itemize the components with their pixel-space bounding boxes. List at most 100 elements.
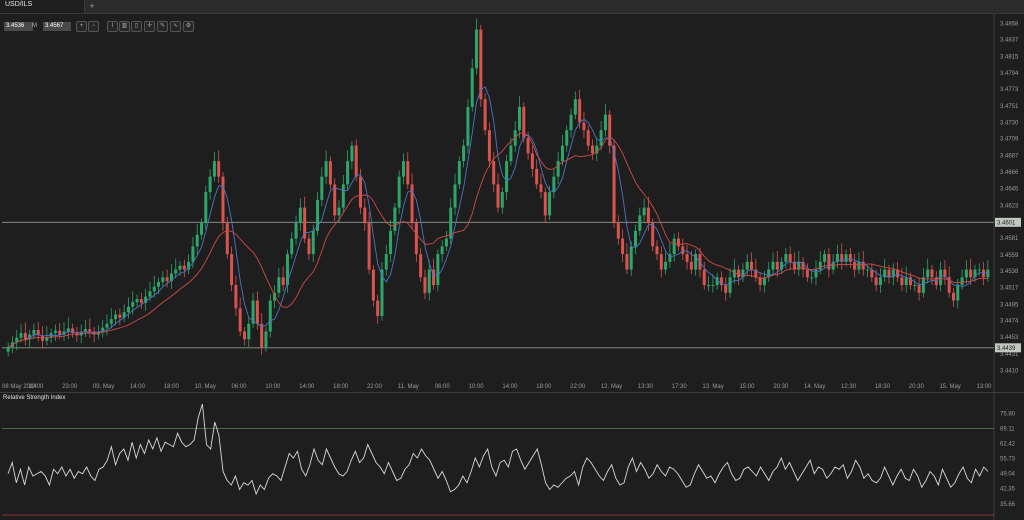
candle-body xyxy=(88,329,92,332)
time-tick-label: 15:00 xyxy=(739,384,755,390)
candle-body xyxy=(629,246,633,270)
candle-body xyxy=(792,261,796,270)
candle-body xyxy=(208,176,212,193)
candle-body xyxy=(363,207,367,224)
candle-body xyxy=(277,277,281,293)
candle-body xyxy=(913,285,917,287)
bar-chart-icon[interactable]: ▥ xyxy=(119,21,130,32)
candle-body xyxy=(552,176,556,193)
line-chart-icon[interactable]: ⌇ xyxy=(107,21,118,32)
candle-body xyxy=(934,277,938,286)
candle-body xyxy=(496,184,500,208)
candle-body xyxy=(732,269,736,278)
rsi-tick-label: 42.35 xyxy=(1000,487,1016,493)
settings-icon[interactable]: ⚙ xyxy=(183,21,194,32)
candle-body xyxy=(745,261,749,270)
candle-body xyxy=(672,238,676,255)
time-tick-label: 08 May 2014 xyxy=(2,384,37,390)
candle-body xyxy=(878,277,882,286)
candle-body xyxy=(414,223,418,255)
candle-body xyxy=(805,269,809,278)
candle-body xyxy=(719,277,723,286)
candle-body xyxy=(380,269,384,317)
candle-body xyxy=(638,215,642,231)
candle-body xyxy=(281,277,285,286)
time-tick-label: 22:00 xyxy=(570,384,586,390)
candle-body xyxy=(767,269,771,278)
candle-body xyxy=(475,29,479,69)
time-tick-label: 18:00 xyxy=(333,384,349,390)
candle-body xyxy=(346,161,350,185)
candle-body xyxy=(891,269,895,278)
candle-body xyxy=(401,161,405,177)
candle-chart-icon[interactable]: ▯ xyxy=(131,21,142,32)
rsi-tick-label: 62.42 xyxy=(1000,442,1016,448)
price-tick-label: 3.4623 xyxy=(1000,203,1019,209)
price-tick-label: 3.4709 xyxy=(1000,137,1019,143)
candle-body xyxy=(539,184,543,193)
indicator-icon[interactable]: ∿ xyxy=(170,21,181,32)
candle-body xyxy=(466,106,470,146)
candle-body xyxy=(659,254,663,270)
candle-body xyxy=(303,207,307,239)
candle-body xyxy=(440,246,444,255)
candle-body xyxy=(393,207,397,231)
price-level-tag xyxy=(995,343,1021,353)
candle-body xyxy=(960,277,964,286)
tab-usdils[interactable]: USD/ILS xyxy=(0,0,85,13)
candle-body xyxy=(457,161,461,185)
candle-body xyxy=(526,137,530,154)
candle-body xyxy=(754,269,758,278)
candle-body xyxy=(212,161,216,177)
candle-body xyxy=(964,269,968,278)
candle-body xyxy=(290,238,294,255)
add-tab-button[interactable]: + xyxy=(89,1,95,11)
time-tick-label: 18:00 xyxy=(164,384,180,390)
candle-body xyxy=(294,223,298,239)
candle-body xyxy=(874,277,878,286)
price-level-tag-label: 3.4601 xyxy=(997,220,1016,226)
candle-body xyxy=(152,286,156,292)
candle-body xyxy=(569,114,573,131)
candle-body xyxy=(230,254,234,286)
tab-bar: USD/ILS + xyxy=(0,0,1024,14)
candle-body xyxy=(307,238,311,255)
tab-label: USD/ILS xyxy=(5,1,33,8)
candle-body xyxy=(728,277,732,293)
time-tick-label: 13:00 xyxy=(976,384,992,390)
candle-body xyxy=(23,333,27,340)
candle-body xyxy=(423,277,427,293)
rsi-tick-label: 75.80 xyxy=(1000,411,1016,417)
candle-body xyxy=(840,254,844,262)
candle-body xyxy=(861,261,865,270)
candle-body xyxy=(784,254,788,262)
candle-body xyxy=(36,329,40,336)
candle-body xyxy=(982,269,986,278)
candle-body xyxy=(573,99,577,115)
candle-body xyxy=(174,269,178,274)
candle-body xyxy=(797,261,801,270)
candle-body xyxy=(118,314,122,318)
crosshair-icon[interactable]: ✛ xyxy=(144,21,155,32)
candle-body xyxy=(505,161,509,193)
price-tick-label: 3.4687 xyxy=(1000,154,1019,160)
candle-body xyxy=(135,299,139,303)
time-tick-label: 12. May xyxy=(601,384,622,390)
zoom-in-icon[interactable]: + xyxy=(76,21,87,32)
time-tick-label: 20:30 xyxy=(773,384,789,390)
time-tick-label: 17:30 xyxy=(672,384,688,390)
draw-icon[interactable]: ✎ xyxy=(157,21,168,32)
price-level-tag-label: 3.4439 xyxy=(997,346,1016,352)
candle-body xyxy=(234,285,238,309)
candle-body xyxy=(427,269,431,293)
candle-body xyxy=(238,308,242,332)
candle-body xyxy=(444,238,448,247)
zoom-out-icon[interactable]: − xyxy=(88,21,99,32)
candle-body xyxy=(646,207,650,224)
time-tick-label: 18:00 xyxy=(536,384,552,390)
candle-body xyxy=(298,207,302,224)
candle-body xyxy=(535,168,539,185)
candle-body xyxy=(956,285,960,301)
candle-body xyxy=(595,145,599,154)
